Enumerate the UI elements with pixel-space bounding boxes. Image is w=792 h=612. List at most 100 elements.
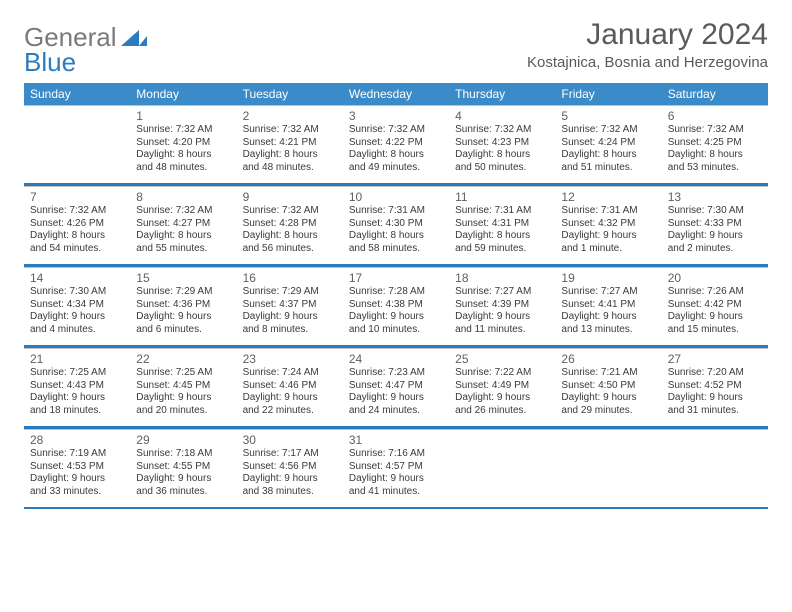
day-number: 8 <box>136 190 230 204</box>
day-cell: 27Sunrise: 7:20 AMSunset: 4:52 PMDayligh… <box>662 348 768 426</box>
day-line: Sunset: 4:52 PM <box>668 380 762 393</box>
day-number: 23 <box>243 352 337 366</box>
dayname-cell: Monday <box>130 83 236 105</box>
day-line: and 49 minutes. <box>349 162 443 175</box>
day-line: and 1 minute. <box>561 243 655 256</box>
day-line: Daylight: 9 hours <box>243 473 337 486</box>
day-line: Sunset: 4:36 PM <box>136 299 230 312</box>
day-cell: 22Sunrise: 7:25 AMSunset: 4:45 PMDayligh… <box>130 348 236 426</box>
day-line: Daylight: 9 hours <box>349 473 443 486</box>
day-line: Sunset: 4:47 PM <box>349 380 443 393</box>
day-line: and 4 minutes. <box>30 324 124 337</box>
day-number: 21 <box>30 352 124 366</box>
day-cell: 3Sunrise: 7:32 AMSunset: 4:22 PMDaylight… <box>343 105 449 183</box>
day-cell: 28Sunrise: 7:19 AMSunset: 4:53 PMDayligh… <box>24 429 130 507</box>
day-number: 15 <box>136 271 230 285</box>
day-number: 25 <box>455 352 549 366</box>
day-cell: 9Sunrise: 7:32 AMSunset: 4:28 PMDaylight… <box>237 186 343 264</box>
day-line: Sunset: 4:34 PM <box>30 299 124 312</box>
day-cell: 17Sunrise: 7:28 AMSunset: 4:38 PMDayligh… <box>343 267 449 345</box>
day-cell: 4Sunrise: 7:32 AMSunset: 4:23 PMDaylight… <box>449 105 555 183</box>
day-line: and 6 minutes. <box>136 324 230 337</box>
day-number: 26 <box>561 352 655 366</box>
calendar-page: General Blue January 2024 Kostajnica, Bo… <box>0 0 792 527</box>
day-line: Sunset: 4:25 PM <box>668 137 762 150</box>
day-line: Daylight: 9 hours <box>561 392 655 405</box>
day-line: Daylight: 9 hours <box>30 311 124 324</box>
day-line: Sunrise: 7:29 AM <box>243 286 337 299</box>
day-line: Sunrise: 7:31 AM <box>455 205 549 218</box>
day-number: 11 <box>455 190 549 204</box>
day-cell: 11Sunrise: 7:31 AMSunset: 4:31 PMDayligh… <box>449 186 555 264</box>
day-line: Daylight: 8 hours <box>349 149 443 162</box>
day-line: Sunrise: 7:30 AM <box>668 205 762 218</box>
day-line: Daylight: 8 hours <box>668 149 762 162</box>
day-number: 24 <box>349 352 443 366</box>
day-line: and 20 minutes. <box>136 405 230 418</box>
day-line: and 41 minutes. <box>349 486 443 499</box>
day-line: Sunset: 4:53 PM <box>30 461 124 474</box>
day-number: 4 <box>455 109 549 123</box>
day-line: Sunrise: 7:32 AM <box>136 205 230 218</box>
day-line: Sunset: 4:33 PM <box>668 218 762 231</box>
day-line: and 51 minutes. <box>561 162 655 175</box>
day-line: Sunrise: 7:20 AM <box>668 367 762 380</box>
day-line: and 26 minutes. <box>455 405 549 418</box>
day-cell: 8Sunrise: 7:32 AMSunset: 4:27 PMDaylight… <box>130 186 236 264</box>
day-line: Sunset: 4:55 PM <box>136 461 230 474</box>
day-number: 2 <box>243 109 337 123</box>
day-line: Daylight: 8 hours <box>243 149 337 162</box>
week-row: 21Sunrise: 7:25 AMSunset: 4:43 PMDayligh… <box>24 347 768 426</box>
day-cell: 21Sunrise: 7:25 AMSunset: 4:43 PMDayligh… <box>24 348 130 426</box>
day-line: Daylight: 9 hours <box>136 311 230 324</box>
day-line: Daylight: 9 hours <box>668 311 762 324</box>
dayname-cell: Friday <box>555 83 661 105</box>
day-line: Sunrise: 7:32 AM <box>136 124 230 137</box>
day-line: and 8 minutes. <box>243 324 337 337</box>
day-cell: 13Sunrise: 7:30 AMSunset: 4:33 PMDayligh… <box>662 186 768 264</box>
day-number: 14 <box>30 271 124 285</box>
day-line: and 24 minutes. <box>349 405 443 418</box>
day-line: Sunset: 4:27 PM <box>136 218 230 231</box>
day-line: Sunset: 4:37 PM <box>243 299 337 312</box>
day-line: and 10 minutes. <box>349 324 443 337</box>
month-title: January 2024 <box>527 18 768 52</box>
day-number: 7 <box>30 190 124 204</box>
day-line: Sunrise: 7:29 AM <box>136 286 230 299</box>
day-line: Sunrise: 7:31 AM <box>561 205 655 218</box>
day-line: Sunrise: 7:27 AM <box>561 286 655 299</box>
day-cell: 10Sunrise: 7:31 AMSunset: 4:30 PMDayligh… <box>343 186 449 264</box>
day-line: Sunset: 4:56 PM <box>243 461 337 474</box>
day-line: Sunset: 4:41 PM <box>561 299 655 312</box>
day-line: Sunset: 4:24 PM <box>561 137 655 150</box>
day-line: Sunset: 4:28 PM <box>243 218 337 231</box>
empty-cell <box>24 105 130 183</box>
dayname-cell: Saturday <box>662 83 768 105</box>
day-cell: 2Sunrise: 7:32 AMSunset: 4:21 PMDaylight… <box>237 105 343 183</box>
day-line: Daylight: 8 hours <box>136 230 230 243</box>
day-line: Sunrise: 7:25 AM <box>136 367 230 380</box>
day-line: Daylight: 8 hours <box>30 230 124 243</box>
day-number: 13 <box>668 190 762 204</box>
day-number: 27 <box>668 352 762 366</box>
empty-cell <box>449 429 555 507</box>
day-cell: 1Sunrise: 7:32 AMSunset: 4:20 PMDaylight… <box>130 105 236 183</box>
day-line: Sunrise: 7:30 AM <box>30 286 124 299</box>
day-line: Sunrise: 7:22 AM <box>455 367 549 380</box>
day-line: and 2 minutes. <box>668 243 762 256</box>
day-line: Daylight: 9 hours <box>349 392 443 405</box>
day-line: Sunrise: 7:25 AM <box>30 367 124 380</box>
day-cell: 26Sunrise: 7:21 AMSunset: 4:50 PMDayligh… <box>555 348 661 426</box>
day-line: Sunset: 4:49 PM <box>455 380 549 393</box>
day-cell: 20Sunrise: 7:26 AMSunset: 4:42 PMDayligh… <box>662 267 768 345</box>
day-line: Sunrise: 7:23 AM <box>349 367 443 380</box>
day-number: 1 <box>136 109 230 123</box>
day-line: Daylight: 9 hours <box>561 311 655 324</box>
day-line: Daylight: 9 hours <box>668 230 762 243</box>
week-row: 1Sunrise: 7:32 AMSunset: 4:20 PMDaylight… <box>24 105 768 183</box>
day-line: Sunset: 4:42 PM <box>668 299 762 312</box>
day-number: 30 <box>243 433 337 447</box>
day-line: and 29 minutes. <box>561 405 655 418</box>
day-line: Sunrise: 7:32 AM <box>349 124 443 137</box>
logo-text: General Blue <box>24 24 117 75</box>
